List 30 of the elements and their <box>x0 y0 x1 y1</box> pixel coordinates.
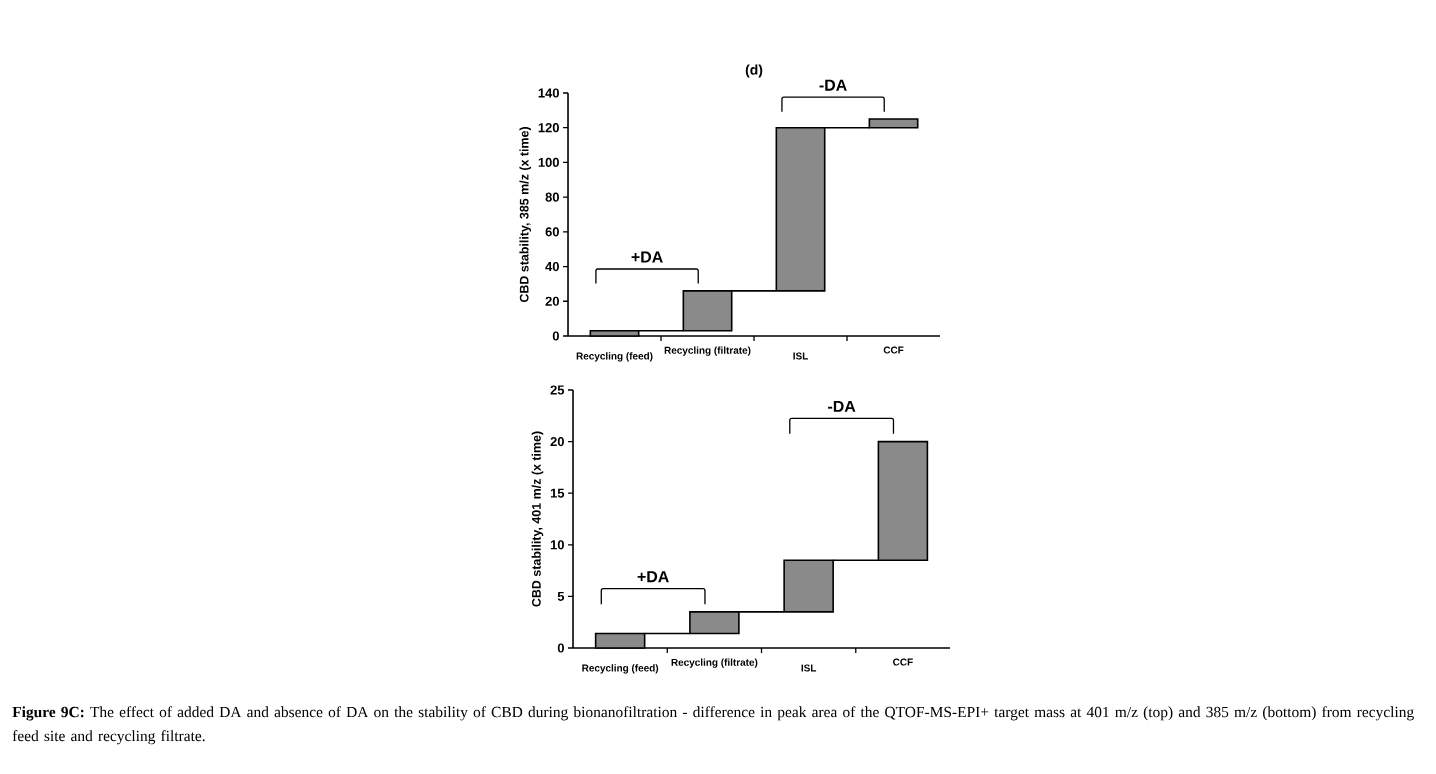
y-tick-label: 80 <box>545 192 559 202</box>
y-tick-label: 100 <box>538 157 559 167</box>
y-axis-title: CBD stability, 385 m/z (x time) <box>519 127 532 303</box>
x-tick-label: CCF <box>893 658 913 666</box>
y-tick-label: 60 <box>545 227 559 237</box>
x-tick-label: ISL <box>793 352 808 360</box>
text: Figure 9C: The effect of added DA and absence of DA on the stability of CBD during bionanofiltration - difference in peak area of the QTOF-MS-EPI+ target mass at 401 m/z (top) and 385 m/z (bottom) from recycling feed site and recycling filtrate. <box>12 706 1414 745</box>
y-tick-label: 15 <box>550 488 565 498</box>
x-tick-label: Recycling (feed) <box>582 664 659 674</box>
annotation: +DA <box>631 251 663 263</box>
x-tick-label: Recycling (feed) <box>576 352 653 362</box>
x-tick-label: ISL <box>801 664 817 672</box>
y-tick-label: 0 <box>552 331 559 341</box>
annotation: -DA <box>828 400 856 412</box>
y-tick-label: 120 <box>538 123 559 133</box>
y-tick-label: 10 <box>550 540 564 550</box>
text: -DA <box>819 79 847 91</box>
y-tick-label: 25 <box>550 385 565 395</box>
y-axis-title: CBD stability, 401 m/z (x time) <box>531 431 544 607</box>
x-tick-label: Recycling (filtrate) <box>664 346 751 356</box>
annotation: +DA <box>637 571 669 583</box>
y-tick-label: 0 <box>557 643 564 653</box>
y-tick-label: 20 <box>545 296 559 306</box>
y-tick-label: 140 <box>538 88 559 98</box>
x-tick-label: Recycling (filtrate) <box>671 658 758 668</box>
y-tick-label: 20 <box>550 437 564 447</box>
chart-title: (d) <box>745 64 763 78</box>
y-tick-label: 5 <box>557 591 565 601</box>
x-tick-label: CCF <box>883 346 904 354</box>
y-tick-label: 40 <box>545 261 559 272</box>
